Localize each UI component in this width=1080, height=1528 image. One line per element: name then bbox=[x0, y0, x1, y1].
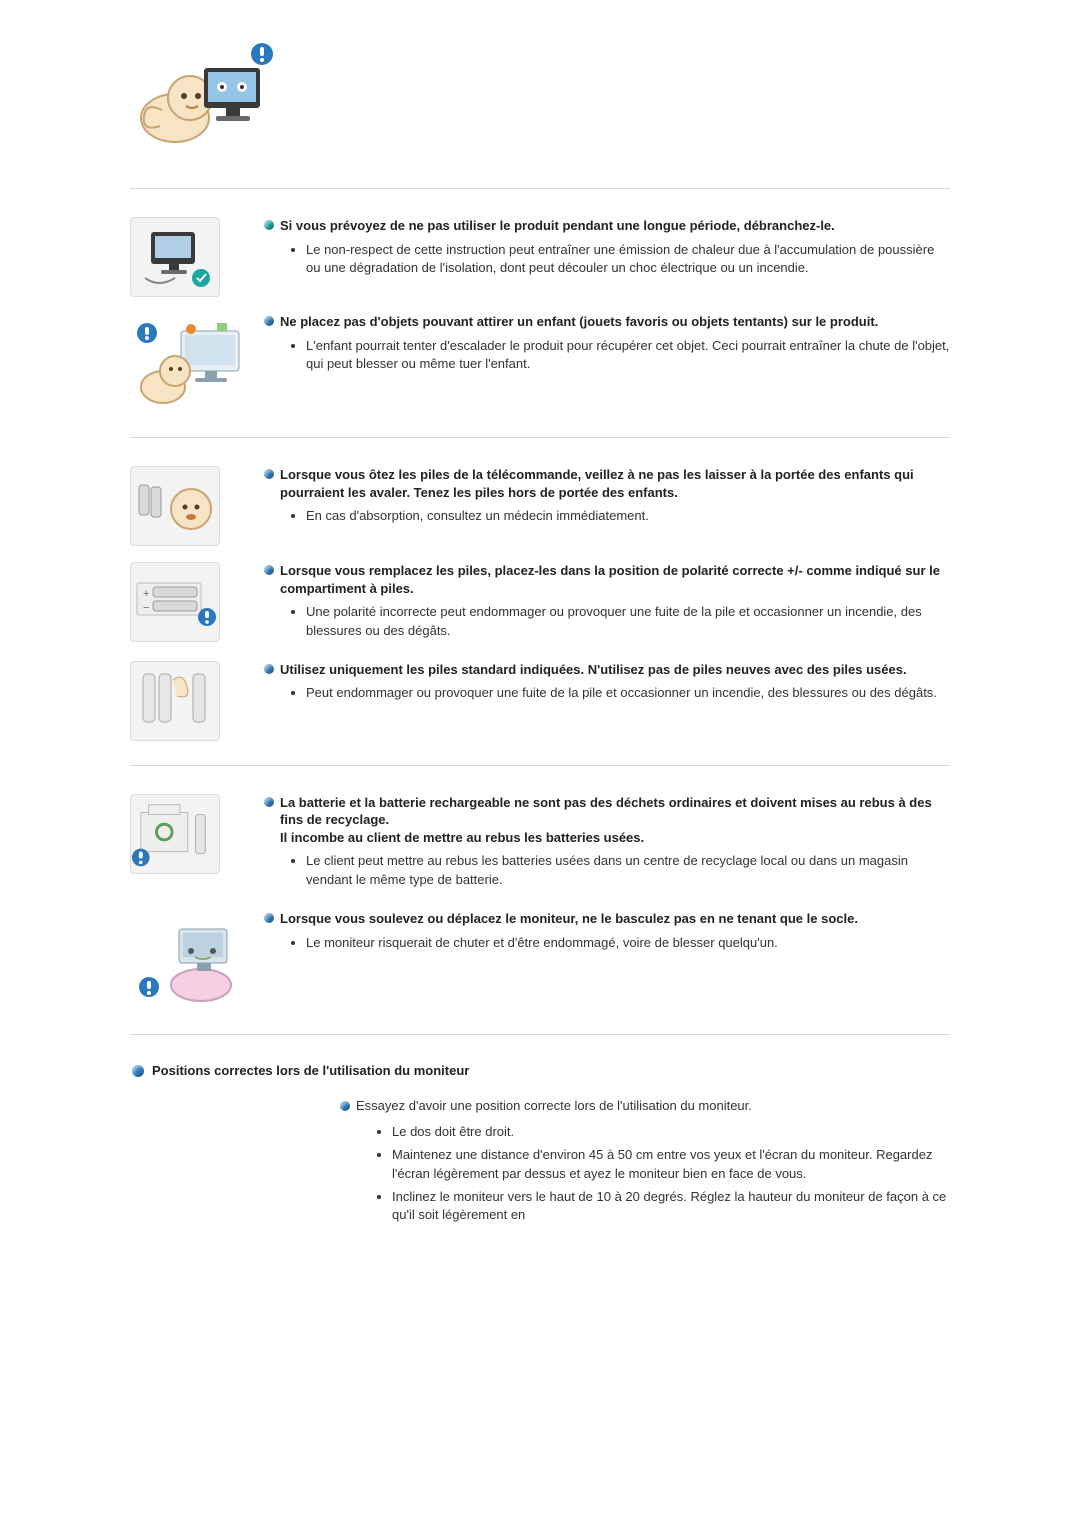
separator bbox=[130, 1034, 950, 1035]
item-title: Lorsque vous ôtez les piles de la téléco… bbox=[280, 466, 950, 501]
bullet-icon bbox=[264, 797, 274, 807]
item-point: Le moniteur risquerait de chuter et d'êt… bbox=[306, 934, 950, 953]
section-heading: Positions correctes lors de l'utilisatio… bbox=[132, 1063, 950, 1078]
separator bbox=[130, 437, 950, 438]
posture-block: Essayez d'avoir une position correcte lo… bbox=[130, 1098, 950, 1229]
illustration-lift-monitor bbox=[130, 910, 264, 1010]
bullet-icon bbox=[264, 913, 274, 923]
svg-text:−: − bbox=[143, 602, 149, 614]
svg-text:+: + bbox=[143, 588, 149, 600]
item-point: Une polarité incorrecte peut endommager … bbox=[306, 603, 950, 641]
separator bbox=[130, 765, 950, 766]
item-title: Lorsque vous soulevez ou déplacez le mon… bbox=[280, 910, 858, 928]
item-title: Si vous prévoyez de ne pas utiliser le p… bbox=[280, 217, 835, 235]
item-point: Le client peut mettre au rebus les batte… bbox=[306, 852, 950, 890]
item-title: La batterie et la batterie rechargeable … bbox=[280, 794, 950, 847]
item-title: Lorsque vous remplacez les piles, placez… bbox=[280, 562, 950, 597]
item-point: En cas d'absorption, consultez un médeci… bbox=[306, 507, 950, 526]
hero-illustration bbox=[130, 40, 950, 170]
item-title: Ne placez pas d'objets pouvant attirer u… bbox=[280, 313, 878, 331]
bullet-icon bbox=[340, 1101, 350, 1111]
separator bbox=[130, 188, 950, 189]
section-bullet-icon bbox=[132, 1065, 144, 1077]
safety-item: Utilisez uniquement les piles standard i… bbox=[130, 651, 950, 747]
posture-point: Le dos doit être droit. bbox=[392, 1123, 950, 1142]
bullet-icon bbox=[264, 316, 274, 326]
bullet-icon bbox=[264, 220, 274, 230]
safety-item: Ne placez pas d'objets pouvant attirer u… bbox=[130, 303, 950, 419]
item-title: Utilisez uniquement les piles standard i… bbox=[280, 661, 907, 679]
item-point: Le non-respect de cette instruction peut… bbox=[306, 241, 950, 279]
safety-item: Lorsque vous soulevez ou déplacez le mon… bbox=[130, 900, 950, 1016]
illustration-battery-recycle bbox=[130, 794, 264, 874]
bullet-icon bbox=[264, 565, 274, 575]
safety-item: La batterie et la batterie rechargeable … bbox=[130, 784, 950, 900]
posture-title: Essayez d'avoir une position correcte lo… bbox=[356, 1098, 752, 1113]
illustration-batteries-child bbox=[130, 466, 264, 546]
bullet-icon bbox=[264, 664, 274, 674]
posture-point: Inclinez le moniteur vers le haut de 10 … bbox=[392, 1188, 950, 1226]
illustration-standard-batteries bbox=[130, 661, 264, 741]
illustration-battery-polarity: + − bbox=[130, 562, 264, 642]
section-heading-text: Positions correctes lors de l'utilisatio… bbox=[152, 1063, 469, 1078]
safety-item: Si vous prévoyez de ne pas utiliser le p… bbox=[130, 207, 950, 303]
safety-item: + − Lorsque vous remplacez les piles, pl… bbox=[130, 552, 950, 651]
illustration-unplug bbox=[130, 217, 264, 297]
illustration-child-toys bbox=[130, 313, 264, 413]
bullet-icon bbox=[264, 469, 274, 479]
safety-item: Lorsque vous ôtez les piles de la téléco… bbox=[130, 456, 950, 552]
item-point: L'enfant pourrait tenter d'escalader le … bbox=[306, 337, 950, 375]
posture-point: Maintenez une distance d'environ 45 à 50… bbox=[392, 1146, 950, 1184]
item-point: Peut endommager ou provoquer une fuite d… bbox=[306, 684, 950, 703]
